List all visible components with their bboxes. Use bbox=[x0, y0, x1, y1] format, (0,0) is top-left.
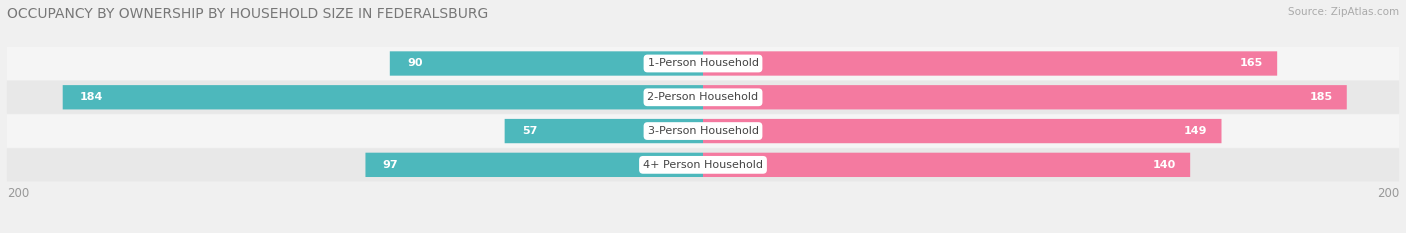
Text: 184: 184 bbox=[80, 92, 104, 102]
FancyBboxPatch shape bbox=[366, 153, 703, 177]
FancyBboxPatch shape bbox=[703, 85, 1347, 110]
Text: 200: 200 bbox=[1376, 187, 1399, 200]
Text: 1-Person Household: 1-Person Household bbox=[648, 58, 758, 69]
Text: 165: 165 bbox=[1240, 58, 1263, 69]
Text: 4+ Person Household: 4+ Person Household bbox=[643, 160, 763, 170]
Text: 57: 57 bbox=[522, 126, 537, 136]
Text: 3-Person Household: 3-Person Household bbox=[648, 126, 758, 136]
FancyBboxPatch shape bbox=[703, 153, 1191, 177]
Text: OCCUPANCY BY OWNERSHIP BY HOUSEHOLD SIZE IN FEDERALSBURG: OCCUPANCY BY OWNERSHIP BY HOUSEHOLD SIZE… bbox=[7, 7, 488, 21]
Text: 90: 90 bbox=[408, 58, 423, 69]
FancyBboxPatch shape bbox=[7, 148, 1399, 182]
FancyBboxPatch shape bbox=[703, 119, 1222, 143]
Text: 2-Person Household: 2-Person Household bbox=[647, 92, 759, 102]
FancyBboxPatch shape bbox=[7, 114, 1399, 148]
FancyBboxPatch shape bbox=[7, 81, 1399, 114]
Text: 200: 200 bbox=[7, 187, 30, 200]
Text: Source: ZipAtlas.com: Source: ZipAtlas.com bbox=[1288, 7, 1399, 17]
FancyBboxPatch shape bbox=[7, 47, 1399, 80]
Text: 149: 149 bbox=[1184, 126, 1208, 136]
Text: 185: 185 bbox=[1310, 92, 1333, 102]
Text: 97: 97 bbox=[382, 160, 398, 170]
FancyBboxPatch shape bbox=[63, 85, 703, 110]
FancyBboxPatch shape bbox=[703, 51, 1277, 76]
Text: 140: 140 bbox=[1153, 160, 1177, 170]
FancyBboxPatch shape bbox=[505, 119, 703, 143]
FancyBboxPatch shape bbox=[389, 51, 703, 76]
